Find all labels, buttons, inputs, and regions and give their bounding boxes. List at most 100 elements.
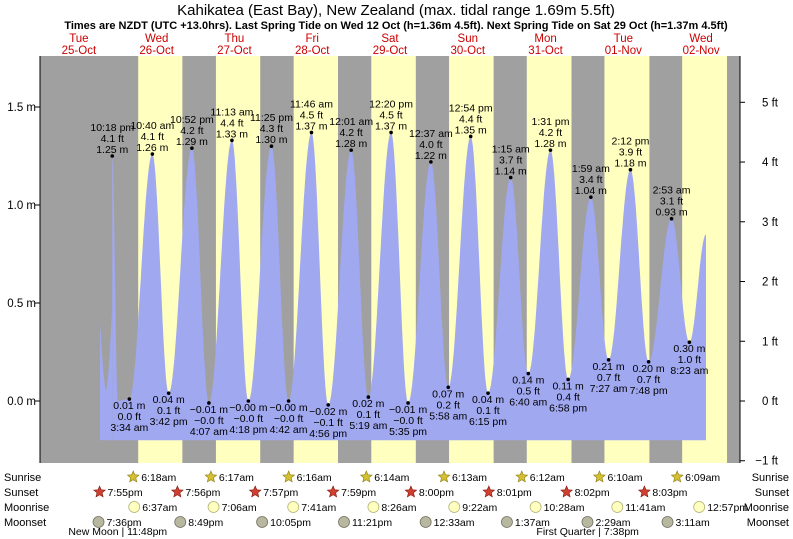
tide-point (526, 371, 531, 376)
high-tide-time: 10:52 pm (170, 114, 214, 126)
sunset-time: 8:03pm (652, 487, 687, 499)
night-band (727, 56, 740, 463)
low-tide-time: 5:35 pm (389, 426, 427, 438)
low-tide-time: 5:19 am (349, 420, 387, 432)
low-tide-time: 6:15 pm (469, 416, 507, 428)
high-tide-m: 1.35 m (455, 124, 487, 136)
tide-point (286, 399, 291, 403)
low-tide-ft: −0.0 ft (234, 413, 264, 425)
low-tide-ft: 0.7 ft (637, 374, 660, 386)
tide-point (110, 154, 115, 158)
low-tide-time: 8:23 am (670, 365, 708, 377)
right-tick-label: −1 ft (755, 456, 779, 468)
day-name: Wed (145, 33, 168, 45)
day-date: 01-Nov (605, 45, 642, 57)
moonrise-time: 9:22am (462, 502, 497, 514)
high-tide-time: 10:18 pm (90, 122, 134, 134)
right-tick-label: 5 ft (762, 97, 779, 109)
high-tide-m: 1.29 m (176, 136, 208, 148)
high-tide-m: 1.18 m (614, 158, 646, 170)
low-tide-ft: −0.0 ft (274, 413, 304, 425)
moonset-icon (581, 516, 594, 528)
low-tide-m: −0.01 m (389, 404, 427, 416)
low-tide-time: 6:58 pm (549, 402, 587, 414)
low-tide-time: 3:34 am (110, 422, 148, 434)
sunrise-icon (592, 470, 606, 483)
tide-point (269, 144, 274, 148)
high-tide-ft: 4.5 ft (379, 109, 402, 121)
day-labels: Tue25-OctWed26-OctThu27-OctFri28-OctSat2… (62, 33, 720, 57)
tide-point (687, 340, 692, 345)
sunrise-time: 6:10am (607, 472, 642, 484)
day-name: Sat (381, 33, 399, 45)
moonset-time: 3:11am (676, 517, 710, 529)
high-tide-m: 1.25 m (96, 144, 128, 156)
day-name: Thu (225, 33, 245, 45)
moonrise-icon (287, 501, 300, 513)
day-date: 26-Oct (139, 45, 174, 57)
tide-point (508, 175, 513, 180)
low-tide-m: 0.02 m (352, 398, 384, 410)
sunrise-time: 6:14am (374, 472, 409, 484)
day-name: Fri (306, 33, 319, 45)
day-name: Wed (689, 33, 712, 45)
high-tide-time: 2:53 am (653, 185, 691, 197)
low-tide-m: 0.21 m (593, 361, 625, 373)
day-name: Tue (614, 33, 633, 45)
low-tide-m: 0.04 m (153, 394, 185, 406)
moonrise-icon (611, 501, 624, 513)
moonrise-icon (128, 501, 141, 513)
high-tide-time: 12:20 pm (369, 98, 413, 110)
moonrise-time: 7:06am (222, 502, 257, 514)
low-tide-time: 4:42 am (270, 424, 308, 436)
sunset-time: 7:57pm (263, 487, 298, 499)
moonset-time: 7:36pm (107, 517, 142, 529)
tide-point (230, 138, 234, 143)
sunrise-icon (126, 470, 140, 483)
tide-point (406, 401, 410, 405)
sunset-icon (170, 485, 184, 498)
high-tide-m: 1.37 m (375, 120, 407, 132)
sunset-icon (637, 485, 651, 498)
high-tide-ft: 3.1 ft (660, 196, 683, 208)
moonset-icon (256, 516, 269, 528)
astro-table: Sunrise Sunrise 6:18am 6:17am 6:16am 6:14am 6:… (4, 470, 789, 538)
low-tide-ft: 0.1 ft (476, 405, 499, 417)
low-tide-m: −0.00 m (229, 402, 267, 414)
astro-row-label-right: Moonrise (744, 502, 789, 514)
sunset-icon (248, 485, 262, 498)
high-tide-m: 0.93 m (656, 207, 688, 219)
moonrise-time: 8:26am (381, 502, 416, 514)
sunset-icon (560, 485, 574, 498)
high-tide-time: 12:01 am (329, 116, 373, 128)
tide-point (349, 148, 353, 152)
moonset-time: 11:21pm (352, 517, 392, 529)
tide-point (589, 195, 593, 199)
low-tide-time: 6:40 am (509, 397, 547, 409)
sunset-icon (326, 485, 340, 498)
low-tide-m: 0.30 m (673, 343, 705, 355)
moonrise-icon (207, 501, 220, 513)
day-name: Sun (458, 33, 478, 45)
low-tide-m: 0.04 m (472, 394, 504, 406)
sunset-icon (404, 485, 418, 498)
low-tide-m: −0.02 m (309, 406, 347, 418)
astro-row-label-right: Sunrise (752, 472, 789, 484)
sunrise-icon (515, 470, 529, 483)
moonrise-icon (367, 501, 380, 513)
high-tide-ft: 4.0 ft (419, 139, 442, 151)
high-tide-ft: 4.2 ft (180, 125, 203, 137)
night-band (40, 56, 139, 463)
moonrise-time: 12:57pm (707, 502, 748, 514)
astro-row-label-left: Moonset (4, 517, 46, 529)
day-name: Tue (69, 33, 88, 45)
tide-point (150, 152, 155, 156)
moonset-time: 8:49pm (188, 517, 223, 529)
tide-point (486, 391, 490, 395)
low-tide-m: −0.01 m (190, 404, 228, 416)
moonset-time: 10:05pm (270, 517, 311, 529)
low-tide-ft: 0.7 ft (597, 372, 620, 384)
left-tick-label: 0.5 m (7, 298, 36, 310)
sunrise-icon (282, 470, 296, 483)
tide-point (566, 377, 570, 382)
